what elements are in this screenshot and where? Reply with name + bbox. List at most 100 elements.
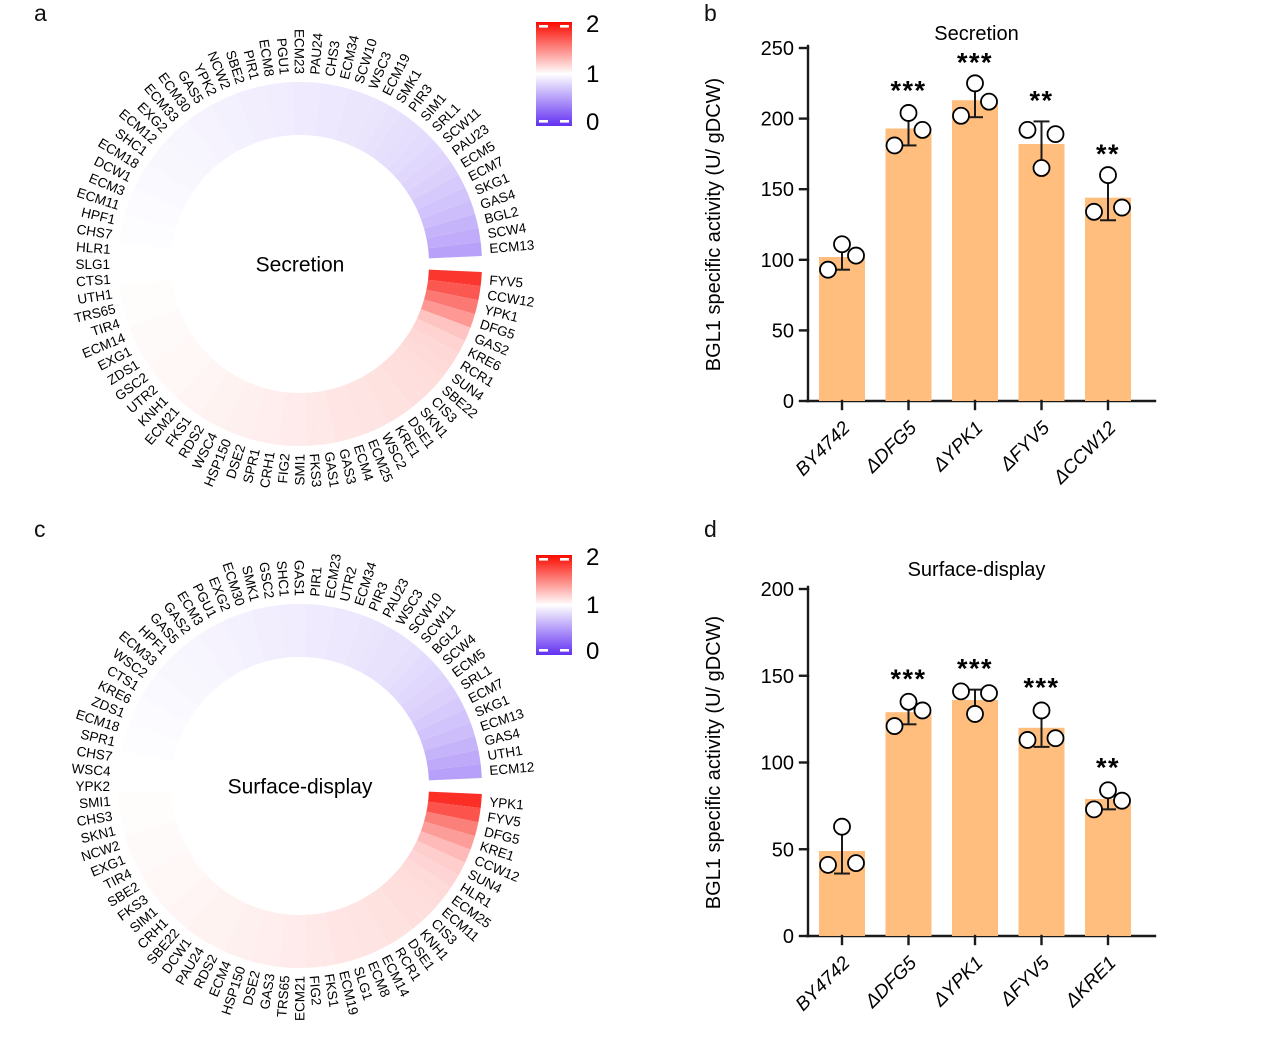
gene-label: ECM8 bbox=[256, 38, 277, 77]
ring-segment-SCW4 bbox=[394, 662, 443, 706]
gene-label: SMI1 bbox=[292, 454, 307, 486]
ring-segment-PIR3 bbox=[371, 112, 413, 163]
ring-segment-ZDS1 bbox=[129, 709, 183, 742]
ring-segment-GAS2 bbox=[416, 309, 471, 341]
ring-segment-HLR1 bbox=[407, 849, 459, 888]
bar-ΔDFG5 bbox=[885, 712, 932, 936]
ring-segment-ECM7 bbox=[412, 174, 465, 210]
ring-segment-DCW1 bbox=[187, 887, 229, 938]
ring-segment-WSC2 bbox=[148, 673, 199, 715]
data-point bbox=[980, 684, 998, 703]
ring-segment-SMK1 bbox=[250, 607, 275, 662]
bar-BY4742 bbox=[819, 256, 865, 401]
ring-segment-ECM12 bbox=[428, 763, 482, 781]
ring-segment-FKS3 bbox=[148, 857, 199, 899]
ring-segment-UTH1 bbox=[426, 749, 481, 771]
bar-ΔYPK1 bbox=[952, 700, 998, 936]
data-point bbox=[1113, 198, 1131, 217]
ring-segment-HPF1 bbox=[121, 214, 176, 239]
y-axis-label: BGL1 specific activity (U/ gDCW) bbox=[703, 616, 725, 909]
ring-segment-ECM12 bbox=[156, 140, 206, 185]
ring-segment-ECM5 bbox=[407, 162, 459, 201]
ring-segment-GAS5 bbox=[176, 643, 221, 692]
circular-heatmap-surface-display: YPK1FYV5DFG5KRE1CCW12SUN4HLR1ECM25ECM11C… bbox=[71, 544, 599, 1021]
significance-stars: *** bbox=[1023, 673, 1059, 703]
data-point bbox=[966, 705, 984, 723]
gene-label: FIG2 bbox=[307, 975, 324, 1006]
data-point bbox=[1046, 125, 1065, 144]
ring-segment-GAS1 bbox=[292, 604, 307, 658]
y-tick-label: 150 bbox=[761, 666, 794, 688]
gene-label: PGU1 bbox=[274, 37, 292, 75]
data-point bbox=[952, 106, 970, 125]
ring-segment-ECM8 bbox=[264, 83, 285, 138]
ring-segment-TRS65 bbox=[121, 289, 176, 314]
ring-segment-RCR1 bbox=[407, 327, 459, 366]
data-point bbox=[885, 717, 904, 735]
bar-ΔKRE1 bbox=[1085, 798, 1131, 936]
gene-label: FIG2 bbox=[275, 453, 292, 484]
ring-segment-PGU1 bbox=[278, 82, 295, 136]
colorbar-end-tick bbox=[560, 120, 569, 123]
colorbar-end-tick bbox=[560, 558, 569, 561]
data-point bbox=[819, 855, 837, 874]
ring-segment-TIR4 bbox=[134, 839, 188, 875]
gene-label: CHS3 bbox=[322, 40, 342, 78]
gene-label: TRS65 bbox=[274, 975, 292, 1018]
data-point bbox=[1032, 159, 1051, 177]
ring-segment-ECM33 bbox=[156, 662, 206, 707]
ring-segment-BGL2 bbox=[424, 213, 479, 239]
ring-segment-ECM14 bbox=[353, 898, 389, 952]
ring-segment-SCW11 bbox=[379, 642, 424, 691]
gene-label: UTH1 bbox=[76, 287, 113, 307]
gene-label: YPK2 bbox=[75, 779, 110, 794]
data-point bbox=[833, 817, 851, 836]
x-tick-label: ΔDFG5 bbox=[861, 417, 922, 478]
ring-segment-ECM13 bbox=[420, 722, 475, 751]
circular-heatmap-secretion: FYV5CCW12YPK1DFG5GAS2KRE6RCR1SUN4SBE22CI… bbox=[73, 11, 600, 489]
colorbar-tick-label: 2 bbox=[586, 11, 599, 38]
gene-label: ECM23 bbox=[322, 553, 344, 600]
data-point bbox=[899, 692, 918, 711]
ring-segment-FYV5 bbox=[426, 801, 481, 823]
gene-label: CHS3 bbox=[76, 809, 114, 829]
ring-segment-KRE6 bbox=[412, 318, 465, 354]
ring-segment-ECM7 bbox=[412, 696, 465, 732]
x-tick-label: ΔCCW12 bbox=[1049, 417, 1121, 489]
ring-segment-ECM5 bbox=[401, 672, 451, 714]
gene-label: YPK1 bbox=[489, 795, 525, 813]
ring-segment-WSC4 bbox=[118, 764, 172, 781]
ring-segment-RDS2 bbox=[210, 898, 246, 952]
ring-segment-SLG1 bbox=[118, 256, 172, 272]
ring-segment-SKG1 bbox=[416, 187, 471, 219]
ring-segment-KRE6 bbox=[134, 697, 188, 733]
x-tick-label: ΔFYV5 bbox=[996, 417, 1054, 475]
ring-segment-CHS3 bbox=[314, 83, 336, 138]
ring-segment-UTR2 bbox=[324, 607, 349, 662]
ring-segment-DSE2 bbox=[250, 910, 275, 965]
colorbar: 2 1 0 bbox=[536, 11, 599, 136]
ring-segment-ECM25 bbox=[344, 381, 376, 435]
bar-chart-surface-display: Surface-display BGL1 specific activity (U… bbox=[703, 559, 1157, 1015]
gene-label: GAS1 bbox=[292, 560, 307, 596]
ring-segment-PAU24 bbox=[304, 82, 321, 136]
significance-stars: ** bbox=[1096, 753, 1120, 783]
colorbar-tick-label: 1 bbox=[586, 592, 599, 619]
ring-segment-SMI1 bbox=[118, 791, 172, 808]
ring-segment-PGU1 bbox=[210, 620, 246, 674]
gene-label: FYV5 bbox=[489, 273, 524, 291]
ring-segment-CTS1 bbox=[118, 269, 172, 286]
bar-ΔYPK1 bbox=[952, 100, 998, 401]
ring-center-label: Surface-display bbox=[228, 776, 373, 799]
gene-label: PAU24 bbox=[307, 32, 325, 75]
ring-segment-FKS1 bbox=[314, 912, 336, 967]
ring-segment-ECM4 bbox=[223, 903, 256, 957]
ring-segment-DFG5 bbox=[424, 811, 479, 837]
ring-segment-RCR1 bbox=[362, 893, 401, 946]
ring-segment-DSE1 bbox=[371, 365, 413, 416]
ring-segment-SLG1 bbox=[334, 907, 363, 962]
gene-label: FYV5 bbox=[486, 809, 522, 829]
ring-segment-FKS1 bbox=[187, 365, 229, 416]
data-point bbox=[913, 120, 932, 139]
gene-label: FKS3 bbox=[307, 453, 325, 488]
